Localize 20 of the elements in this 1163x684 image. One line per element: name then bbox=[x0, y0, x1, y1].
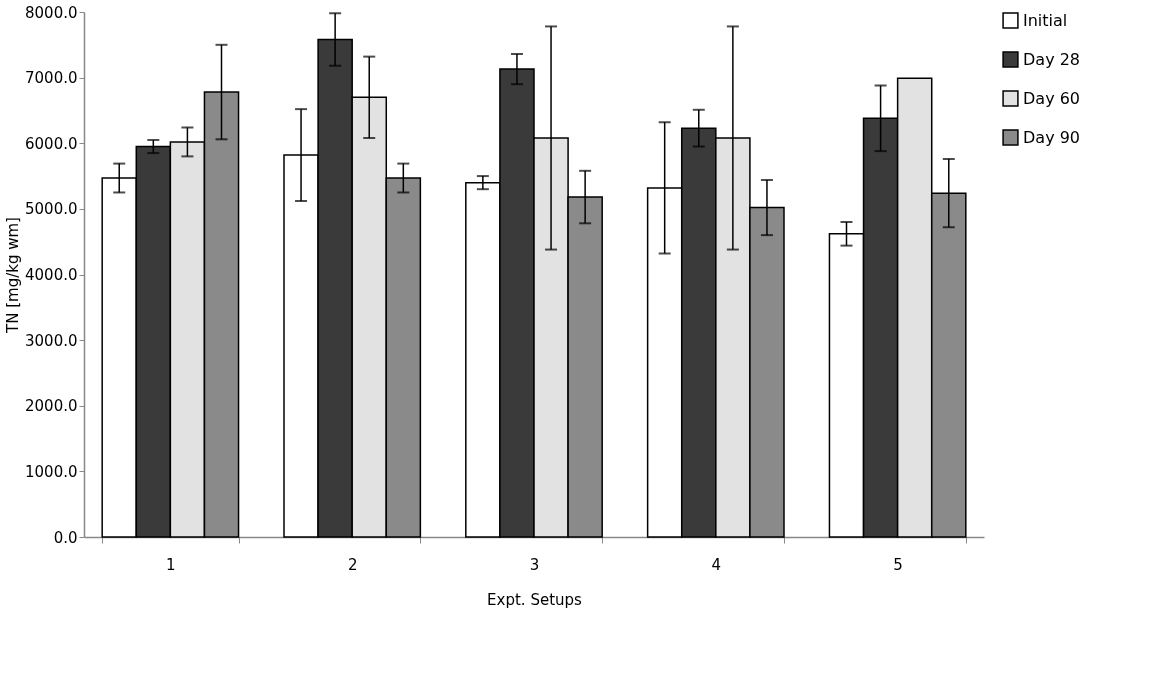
x-tick-label: 2 bbox=[347, 555, 358, 574]
x-tick-label: 1 bbox=[166, 555, 176, 574]
y-tick-label: 2000.0 bbox=[25, 397, 78, 416]
y-tick-label: 0.0 bbox=[53, 528, 78, 547]
y-axis-title: TN [mg/kg wm] bbox=[4, 217, 23, 334]
y-tick-label: 4000.0 bbox=[25, 266, 78, 284]
legend-label: Day 28 bbox=[1023, 49, 1081, 69]
x-axis-title: Expt. Setups bbox=[487, 590, 583, 609]
x-tick-label: 5 bbox=[893, 555, 903, 574]
legend-label: Day 60 bbox=[1023, 88, 1081, 108]
y-tick-label: 1000.0 bbox=[25, 462, 78, 481]
x-tick-label: 3 bbox=[529, 555, 540, 574]
x-tick-label: 4 bbox=[711, 555, 722, 574]
y-tick-label: 7000.0 bbox=[25, 69, 78, 88]
y-tick-label: 8000.0 bbox=[25, 3, 78, 22]
legend-label: Initial bbox=[1023, 10, 1068, 30]
y-tick-label: 5000.0 bbox=[25, 200, 78, 219]
legend-label: Day 90 bbox=[1023, 127, 1081, 147]
y-tick-label: 3000.0 bbox=[25, 331, 78, 350]
y-tick-label: 6000.0 bbox=[25, 134, 78, 153]
